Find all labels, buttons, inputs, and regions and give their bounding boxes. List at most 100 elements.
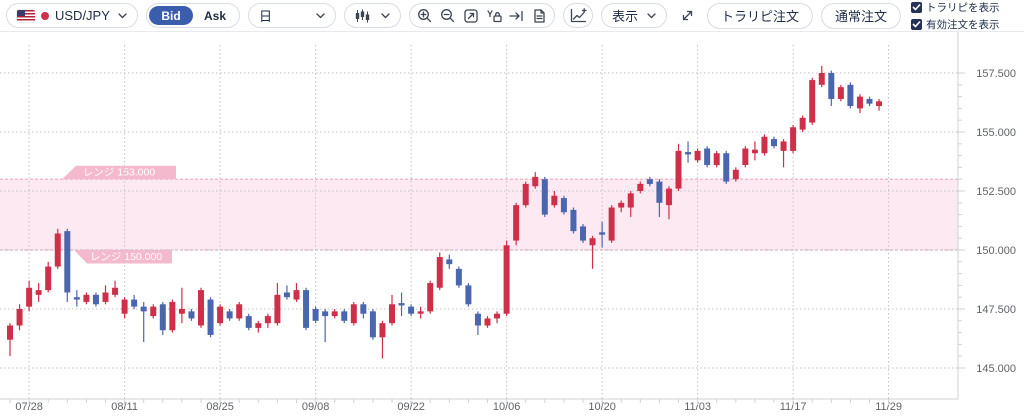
candle-body <box>876 101 883 107</box>
candle-body <box>541 179 548 215</box>
candle-body <box>599 232 606 235</box>
candle-body <box>92 294 99 305</box>
zoom-out-button[interactable] <box>437 5 458 26</box>
candle-body <box>245 316 252 328</box>
x-axis-label: 11/17 <box>780 401 807 413</box>
candle-body <box>217 306 224 324</box>
toraripi-order-button[interactable]: トラリピ注文 <box>707 2 814 29</box>
candle-body <box>236 304 243 319</box>
fit-screen-button[interactable] <box>460 5 481 26</box>
add-indicator-button[interactable] <box>563 3 593 28</box>
checkbox-checked-icon <box>911 18 923 30</box>
normal-order-button[interactable]: 通常注文 <box>821 2 902 29</box>
candle-body <box>704 148 711 166</box>
candle-body <box>675 150 682 189</box>
timeframe-select[interactable]: 日 <box>248 3 336 28</box>
candle-body <box>589 238 596 246</box>
candle-body <box>713 153 720 166</box>
price-chart[interactable]: レンジ 153.000 レンジ 150.000 157.500 155.000 152.… <box>0 32 1024 413</box>
range-bottom-tab <box>74 250 172 264</box>
zoom-in-button[interactable] <box>414 5 435 26</box>
candle-body <box>283 292 290 298</box>
checkbox-checked-icon <box>911 1 923 13</box>
candle-body <box>646 179 653 184</box>
candle-body <box>54 233 61 267</box>
candle-body <box>551 195 558 206</box>
candle-body <box>570 209 577 232</box>
x-axis-label: 08/25 <box>206 401 234 413</box>
candle-body <box>484 318 491 326</box>
candle-body <box>532 176 539 187</box>
y-axis-label: 147.500 <box>976 304 1016 316</box>
checkbox-label: トラリピを表示 <box>926 1 1000 14</box>
display-menu-select[interactable]: 表示 <box>601 3 667 28</box>
checkbox-show-active-orders[interactable]: 有効注文を表示 <box>911 17 1000 32</box>
candle-body <box>369 311 376 338</box>
candle-body <box>178 309 185 314</box>
candle-body <box>837 87 844 99</box>
candle-body <box>360 304 367 314</box>
candle-body <box>742 148 749 166</box>
candle-body <box>35 290 42 295</box>
candle-body <box>121 299 128 314</box>
x-axis-label: 08/11 <box>111 401 138 413</box>
candle-body <box>159 304 166 331</box>
svg-text:Y: Y <box>487 9 493 19</box>
candle-body <box>503 245 510 314</box>
candle-body <box>45 266 52 291</box>
x-axis-label: 09/08 <box>302 401 330 413</box>
chart-area[interactable]: レンジ 153.000 レンジ 150.000 157.500 155.000 152.… <box>0 32 1024 413</box>
candle-body <box>417 311 424 314</box>
candle-body <box>341 311 348 321</box>
range-bottom-label: レンジ 150.000 <box>90 251 163 263</box>
chart-type-select[interactable] <box>344 3 401 28</box>
candle-body <box>322 311 329 317</box>
candle-body <box>828 73 835 99</box>
candle-body <box>446 259 453 265</box>
candle-body <box>685 152 692 155</box>
candle-body <box>26 287 33 307</box>
candle-body <box>847 84 854 107</box>
expand-chart-button[interactable] <box>675 4 699 28</box>
candle-body <box>799 117 806 130</box>
x-axis-label: 09/22 <box>397 401 425 413</box>
candle-body <box>331 311 338 317</box>
y-axis-label: 155.000 <box>976 127 1016 139</box>
x-axis-label: 07/28 <box>15 401 43 413</box>
bid-button[interactable]: Bid <box>149 6 193 25</box>
chevron-down-icon <box>647 12 656 18</box>
go-to-latest-button[interactable] <box>506 5 527 26</box>
candle-body <box>389 304 395 324</box>
y-axis-label: 150.000 <box>976 245 1016 257</box>
candle-body <box>102 292 109 302</box>
note-button[interactable] <box>529 5 550 26</box>
chevron-down-icon <box>316 12 325 18</box>
candle-body <box>427 283 434 312</box>
candle-body <box>303 290 310 328</box>
candle-body <box>7 325 13 340</box>
checkbox-show-toraripi[interactable]: トラリピを表示 <box>911 0 1000 15</box>
candle-body <box>656 181 663 203</box>
y-axis-lock-button[interactable]: Y <box>483 5 504 26</box>
chevron-down-icon <box>118 12 127 18</box>
ask-button[interactable]: Ask <box>203 8 226 23</box>
x-axis-label: 11/29 <box>875 401 902 413</box>
range-top-tab <box>62 165 176 180</box>
candle-body <box>637 183 644 191</box>
candle-body <box>379 323 386 338</box>
candle-body <box>140 306 147 312</box>
candle-body <box>64 231 71 293</box>
range-band <box>0 179 958 250</box>
candle-body <box>207 299 214 335</box>
currency-pair-select[interactable]: USD/JPY <box>6 3 138 28</box>
candle-body <box>771 139 777 147</box>
x-axis-label: 11/03 <box>684 401 711 413</box>
candle-body <box>618 202 625 208</box>
y-axis-label: 145.000 <box>976 363 1016 375</box>
candle-body <box>455 268 462 286</box>
candle-body <box>198 290 204 326</box>
candle-body <box>293 290 300 300</box>
candle-body <box>255 323 262 328</box>
candle-body <box>751 149 758 154</box>
candle-body <box>350 304 357 324</box>
